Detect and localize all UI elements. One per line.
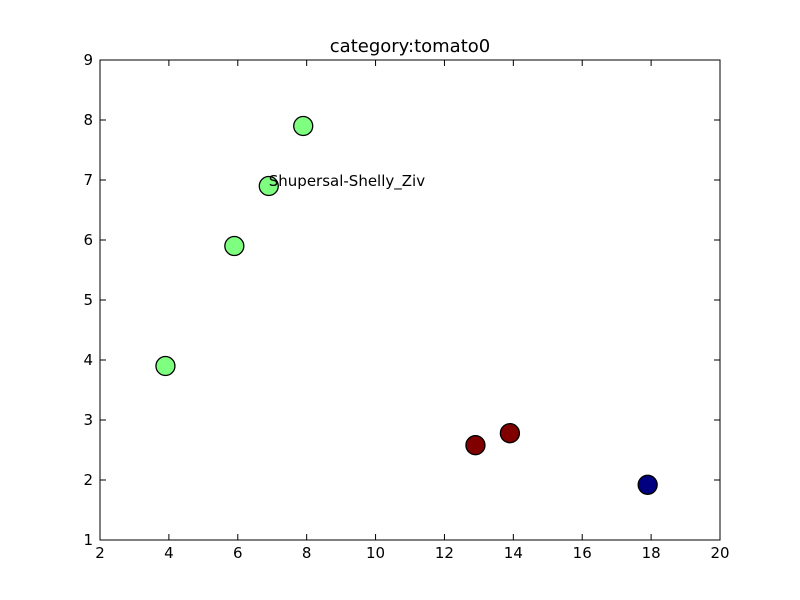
- data-point: [293, 115, 314, 137]
- y-tick-label: 5: [83, 291, 93, 309]
- y-tick-label: 4: [83, 351, 93, 369]
- data-point: [499, 423, 521, 444]
- x-tick-label: 14: [504, 544, 523, 562]
- chart-title: category:tomato0: [330, 36, 490, 57]
- x-tick-label: 16: [573, 544, 592, 562]
- x-tick-label: 18: [642, 544, 661, 562]
- x-tick-label: 4: [164, 544, 174, 562]
- y-tick-label: 3: [83, 411, 93, 429]
- data-point: [465, 435, 486, 456]
- x-tick-label: 20: [710, 544, 729, 562]
- point-annotation: Shupersal-Shelly_Ziv: [269, 172, 425, 191]
- x-tick-label: 2: [95, 544, 105, 562]
- y-tick-label: 2: [83, 471, 93, 489]
- x-tick-label: 6: [233, 544, 243, 562]
- plot-area: 2 4 6 8 10 12 14 16 18 20123456789Shupersal-Shell…: [83, 51, 729, 562]
- data-point: [258, 175, 279, 197]
- x-tick-label: 8: [302, 544, 312, 562]
- y-tick-label: 7: [83, 171, 93, 189]
- x-tick-label: 12: [435, 544, 454, 562]
- data-point: [224, 235, 245, 257]
- x-tick-label: 10: [366, 544, 385, 562]
- y-tick-label: 1: [83, 531, 93, 549]
- axes-frame: [99, 59, 721, 541]
- y-tick-label: 9: [83, 51, 93, 69]
- y-tick-label: 8: [83, 111, 93, 129]
- y-tick-label: 6: [83, 231, 93, 249]
- data-point: [637, 474, 658, 495]
- data-point: [155, 355, 176, 377]
